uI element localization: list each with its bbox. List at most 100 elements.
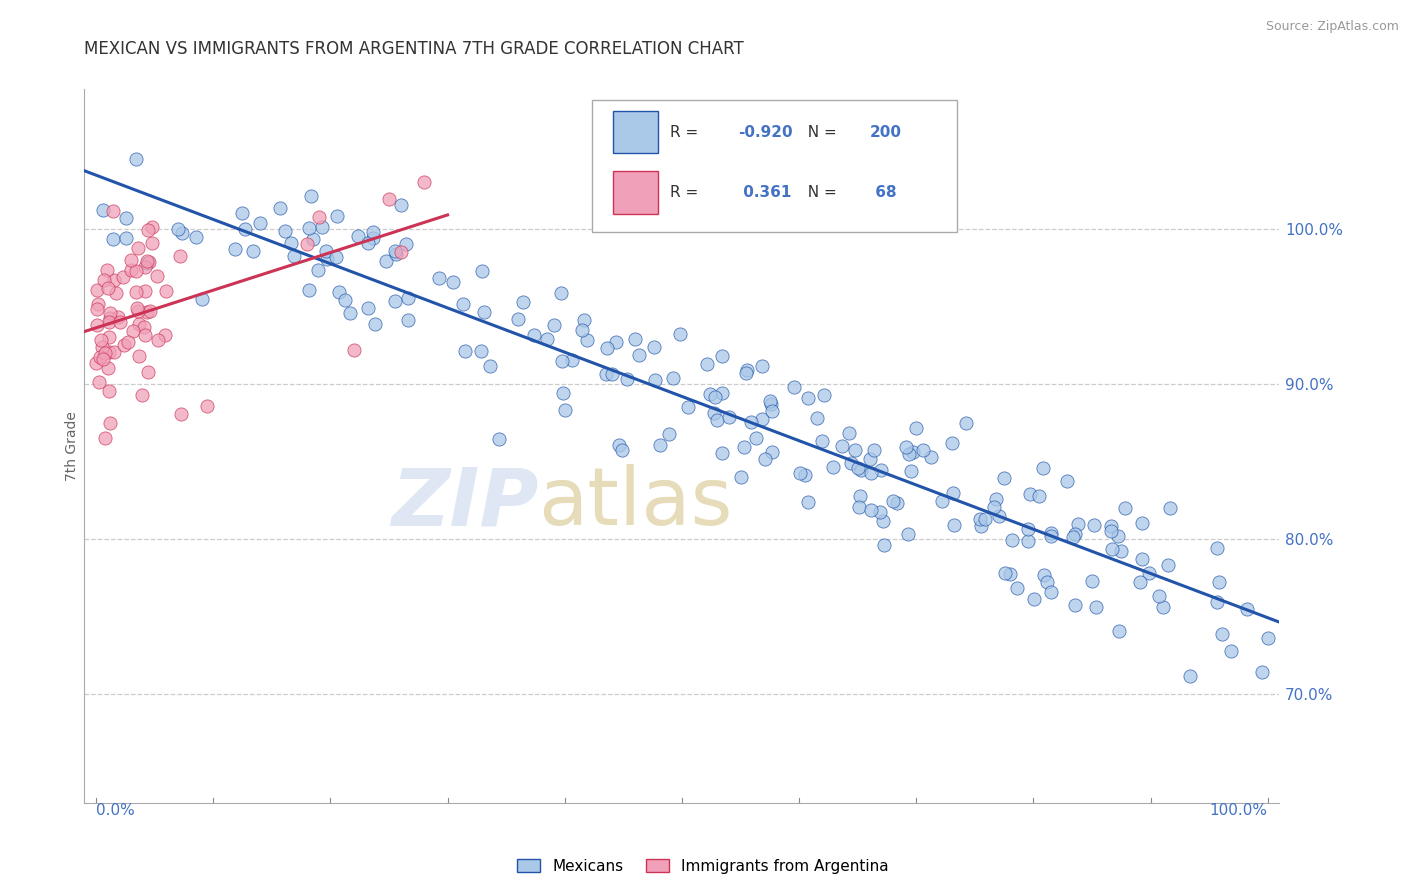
Point	[596, 341, 619, 355]
Point	[848, 489, 870, 503]
Point	[311, 219, 333, 234]
Point	[472, 305, 495, 319]
Point	[1056, 474, 1078, 488]
Point	[315, 244, 337, 259]
Point	[125, 301, 148, 315]
Point	[911, 442, 934, 457]
Point	[643, 340, 665, 354]
Point	[1085, 599, 1108, 614]
Point	[575, 333, 598, 347]
Point	[735, 363, 758, 377]
Point	[841, 456, 863, 470]
Point	[846, 461, 869, 475]
Point	[1062, 530, 1084, 544]
Point	[364, 317, 387, 331]
Point	[595, 368, 617, 382]
Point	[1147, 589, 1170, 603]
Point	[543, 318, 565, 332]
Point	[308, 210, 330, 224]
Point	[396, 312, 419, 326]
Point	[761, 403, 783, 417]
Point	[1129, 574, 1152, 589]
Point	[1108, 624, 1130, 638]
Point	[1032, 567, 1054, 582]
Point	[1099, 524, 1122, 538]
Point	[873, 537, 896, 551]
Point	[184, 230, 207, 244]
Point	[1040, 529, 1063, 543]
Point	[384, 294, 406, 309]
Point	[231, 206, 253, 220]
Point	[94, 346, 117, 360]
Point	[339, 306, 361, 320]
Point	[550, 286, 572, 301]
Point	[295, 237, 318, 252]
Point	[848, 500, 870, 515]
Point	[969, 512, 991, 526]
Point	[561, 353, 583, 368]
Point	[1017, 522, 1039, 536]
Point	[97, 314, 120, 328]
Point	[233, 222, 256, 236]
Point	[512, 294, 534, 309]
Point	[942, 486, 965, 500]
Point	[706, 413, 728, 427]
Point	[242, 244, 264, 258]
FancyBboxPatch shape	[613, 171, 658, 214]
Point	[470, 343, 492, 358]
Point	[974, 512, 997, 526]
Point	[148, 333, 170, 347]
Point	[1208, 574, 1230, 589]
Point	[91, 352, 114, 367]
Point	[1063, 598, 1085, 612]
Point	[838, 425, 860, 440]
Point	[134, 260, 156, 274]
Point	[335, 293, 357, 307]
Point	[793, 468, 815, 483]
Point	[658, 427, 681, 442]
Point	[141, 236, 163, 251]
Point	[136, 365, 159, 379]
Point	[872, 514, 894, 528]
Point	[479, 359, 502, 373]
Point	[134, 285, 156, 299]
Point	[1152, 599, 1174, 614]
Point	[662, 371, 685, 385]
Point	[751, 412, 773, 426]
Point	[616, 371, 638, 385]
Point	[734, 366, 756, 380]
Point	[115, 230, 138, 244]
Text: R =: R =	[669, 125, 703, 139]
Point	[128, 349, 150, 363]
Point	[761, 445, 783, 459]
Point	[167, 222, 190, 236]
Point	[969, 519, 991, 533]
Point	[103, 273, 125, 287]
Point	[1001, 533, 1024, 547]
Point	[141, 220, 163, 235]
Point	[761, 397, 783, 411]
Point	[869, 505, 891, 519]
Point	[128, 317, 150, 331]
Legend: Mexicans, Immigrants from Argentina: Mexicans, Immigrants from Argentina	[510, 853, 896, 880]
Point	[984, 491, 1007, 506]
Point	[806, 410, 828, 425]
Point	[988, 508, 1011, 523]
Point	[138, 304, 160, 318]
Point	[87, 376, 110, 390]
Point	[1130, 516, 1153, 531]
Text: 100.0%: 100.0%	[1209, 803, 1268, 818]
Point	[384, 244, 406, 259]
Point	[607, 438, 630, 452]
Point	[396, 291, 419, 305]
FancyBboxPatch shape	[613, 111, 658, 153]
Point	[1211, 626, 1233, 640]
Point	[111, 270, 134, 285]
Point	[107, 310, 129, 324]
FancyBboxPatch shape	[592, 100, 956, 232]
Point	[783, 380, 806, 394]
Point	[413, 175, 436, 189]
Point	[326, 210, 349, 224]
Point	[453, 296, 475, 310]
Point	[1067, 516, 1090, 531]
